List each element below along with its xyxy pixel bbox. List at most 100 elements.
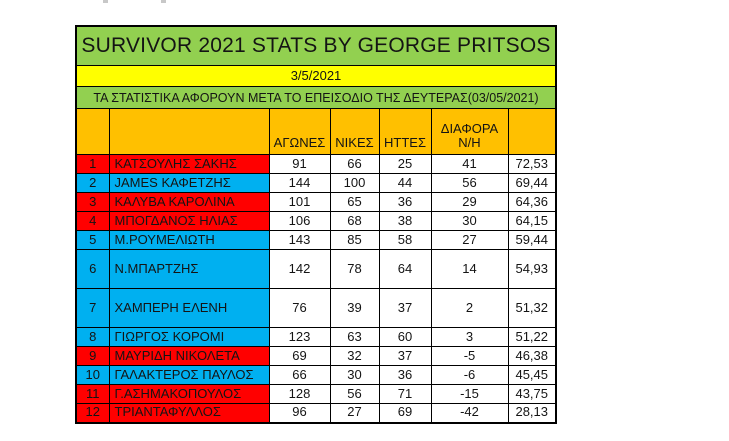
name-cell: Γ.ΑΣΗΜΑΚΟΠΟΥΛΟΣ <box>108 384 270 404</box>
nikes-cell: 63 <box>329 327 380 347</box>
agones-cell: 106 <box>268 211 331 231</box>
nikes-cell: 39 <box>329 288 380 328</box>
diafora-cell: 56 <box>430 173 509 193</box>
agones-cell: 76 <box>268 288 331 328</box>
nikes-cell: 56 <box>329 384 380 404</box>
pct-cell: 72,53 <box>507 154 557 174</box>
pct-cell: 51,22 <box>507 327 557 347</box>
pct-cell: 45,45 <box>507 365 557 385</box>
diafora-cell: 2 <box>430 288 509 328</box>
date-row: 3/5/2021 <box>75 65 557 87</box>
header-agones: ΑΓΩΝΕΣ <box>268 108 331 155</box>
agones-cell: 96 <box>268 403 331 423</box>
name-cell: Μ.ΡΟΥΜΕΛΙΩΤΗ <box>108 230 270 250</box>
agones-cell: 123 <box>268 327 331 347</box>
table-row: 9 ΜΑΥΡΙΔΗ ΝΙΚΟΛΕΤΑ 69 32 37 -5 46,38 <box>75 346 557 366</box>
rank-cell: 12 <box>75 403 110 423</box>
name-cell: Ν.ΜΠΑΡΤΖΗΣ <box>108 249 270 289</box>
ittes-cell: 36 <box>378 365 432 385</box>
name-cell: ΚΑΛΥΒΑ ΚΑΡΟΛΙΝΑ <box>108 192 270 212</box>
name-cell: ΓΙΩΡΓΟΣ ΚΟΡΟΜΙ <box>108 327 270 347</box>
ittes-cell: 36 <box>378 192 432 212</box>
diafora-cell: 27 <box>430 230 509 250</box>
header-diafora-line2: Ν/Η <box>458 135 481 151</box>
table-body: 1 ΚΑΤΣΟΥΛΗΣ ΣΑΚΗΣ 91 66 25 41 72,53 2 JAMES ΚΑΦΕ… <box>75 154 557 423</box>
ittes-cell: 58 <box>378 230 432 250</box>
stats-table: SURVIVOR 2021 STATS BY GEORGE PRITSOS 3/… <box>75 25 557 424</box>
nikes-cell: 65 <box>329 192 380 212</box>
ittes-cell: 71 <box>378 384 432 404</box>
agones-cell: 144 <box>268 173 331 193</box>
nikes-cell: 66 <box>329 154 380 174</box>
header-pct <box>507 108 557 155</box>
table-row: 2 JAMES ΚΑΦΕΤΖΗΣ 144 100 44 56 69,44 <box>75 173 557 193</box>
ittes-cell: 25 <box>378 154 432 174</box>
pct-cell: 54,93 <box>507 249 557 289</box>
nikes-cell: 78 <box>329 249 380 289</box>
ittes-cell: 37 <box>378 346 432 366</box>
rank-cell: 10 <box>75 365 110 385</box>
rank-cell: 6 <box>75 249 110 289</box>
diafora-cell: 3 <box>430 327 509 347</box>
table-row: 11 Γ.ΑΣΗΜΑΚΟΠΟΥΛΟΣ 128 56 71 -15 43,75 <box>75 384 557 404</box>
nikes-cell: 27 <box>329 403 380 423</box>
nikes-cell: 30 <box>329 365 380 385</box>
table-row: 6 Ν.ΜΠΑΡΤΖΗΣ 142 78 64 14 54,93 <box>75 249 557 289</box>
pct-cell: 64,36 <box>507 192 557 212</box>
cropped-text-artifact <box>103 0 108 3</box>
table-row: 12 ΤΡΙΑΝΤΑΦΥΛΛΟΣ 96 27 69 -42 28,13 <box>75 403 557 423</box>
ittes-cell: 38 <box>378 211 432 231</box>
cropped-text-artifact <box>161 0 166 3</box>
table-title-row: SURVIVOR 2021 STATS BY GEORGE PRITSOS <box>75 25 557 66</box>
diafora-cell: 14 <box>430 249 509 289</box>
header-nikes: ΝΙΚΕΣ <box>329 108 380 155</box>
header-diafora-line1: ΔΙΑΦΟΡΑ <box>440 120 499 136</box>
table-row: 10 ΓΑΛΑΚΤΕΡΟΣ ΠΑΥΛΟΣ 66 30 36 -6 45,45 <box>75 365 557 385</box>
diafora-cell: -5 <box>430 346 509 366</box>
table-row: 4 ΜΠΟΓΔΑΝΟΣ ΗΛΙΑΣ 106 68 38 30 64,15 <box>75 211 557 231</box>
rank-cell: 3 <box>75 192 110 212</box>
date-value: 3/5/2021 <box>75 65 557 87</box>
agones-cell: 142 <box>268 249 331 289</box>
table-row: 3 ΚΑΛΥΒΑ ΚΑΡΟΛΙΝΑ 101 65 36 29 64,36 <box>75 192 557 212</box>
name-cell: JAMES ΚΑΦΕΤΖΗΣ <box>108 173 270 193</box>
column-header-row: ΑΓΩΝΕΣ ΝΙΚΕΣ ΗΤΤΕΣ ΔΙΑΦΟΡΑ Ν/Η <box>75 108 557 155</box>
ittes-cell: 64 <box>378 249 432 289</box>
table-row: 8 ΓΙΩΡΓΟΣ ΚΟΡΟΜΙ 123 63 60 3 51,22 <box>75 327 557 347</box>
ittes-cell: 60 <box>378 327 432 347</box>
nikes-cell: 32 <box>329 346 380 366</box>
table-row: 5 Μ.ΡΟΥΜΕΛΙΩΤΗ 143 85 58 27 59,44 <box>75 230 557 250</box>
agones-cell: 128 <box>268 384 331 404</box>
rank-cell: 11 <box>75 384 110 404</box>
nikes-cell: 68 <box>329 211 380 231</box>
name-cell: ΜΑΥΡΙΔΗ ΝΙΚΟΛΕΤΑ <box>108 346 270 366</box>
name-cell: ΜΠΟΓΔΑΝΟΣ ΗΛΙΑΣ <box>108 211 270 231</box>
agones-cell: 101 <box>268 192 331 212</box>
diafora-cell: -15 <box>430 384 509 404</box>
header-name <box>108 108 270 155</box>
name-cell: ΧΑΜΠΕΡΗ ΕΛΕΝΗ <box>108 288 270 328</box>
ittes-cell: 37 <box>378 288 432 328</box>
subtitle-row: ΤΑ ΣΤΑΤΙΣΤΙΚΑ ΑΦΟΡΟΥΝ ΜΕΤΑ ΤΟ ΕΠΕΙΣΟΔΙΟ … <box>75 86 557 109</box>
name-cell: ΚΑΤΣΟΥΛΗΣ ΣΑΚΗΣ <box>108 154 270 174</box>
page-title: SURVIVOR 2021 STATS BY GEORGE PRITSOS <box>75 25 557 66</box>
nikes-cell: 100 <box>329 173 380 193</box>
table-row: 7 ΧΑΜΠΕΡΗ ΕΛΕΝΗ 76 39 37 2 51,32 <box>75 288 557 328</box>
pct-cell: 51,32 <box>507 288 557 328</box>
agones-cell: 91 <box>268 154 331 174</box>
ittes-cell: 69 <box>378 403 432 423</box>
rank-cell: 2 <box>75 173 110 193</box>
rank-cell: 1 <box>75 154 110 174</box>
name-cell: ΤΡΙΑΝΤΑΦΥΛΛΟΣ <box>108 403 270 423</box>
table-row: 1 ΚΑΤΣΟΥΛΗΣ ΣΑΚΗΣ 91 66 25 41 72,53 <box>75 154 557 174</box>
rank-cell: 4 <box>75 211 110 231</box>
header-diafora: ΔΙΑΦΟΡΑ Ν/Η <box>430 108 509 155</box>
header-ittes: ΗΤΤΕΣ <box>378 108 432 155</box>
ittes-cell: 44 <box>378 173 432 193</box>
pct-cell: 64,15 <box>507 211 557 231</box>
diafora-cell: -42 <box>430 403 509 423</box>
subtitle-text: ΤΑ ΣΤΑΤΙΣΤΙΚΑ ΑΦΟΡΟΥΝ ΜΕΤΑ ΤΟ ΕΠΕΙΣΟΔΙΟ … <box>75 86 557 109</box>
name-cell: ΓΑΛΑΚΤΕΡΟΣ ΠΑΥΛΟΣ <box>108 365 270 385</box>
pct-cell: 59,44 <box>507 230 557 250</box>
